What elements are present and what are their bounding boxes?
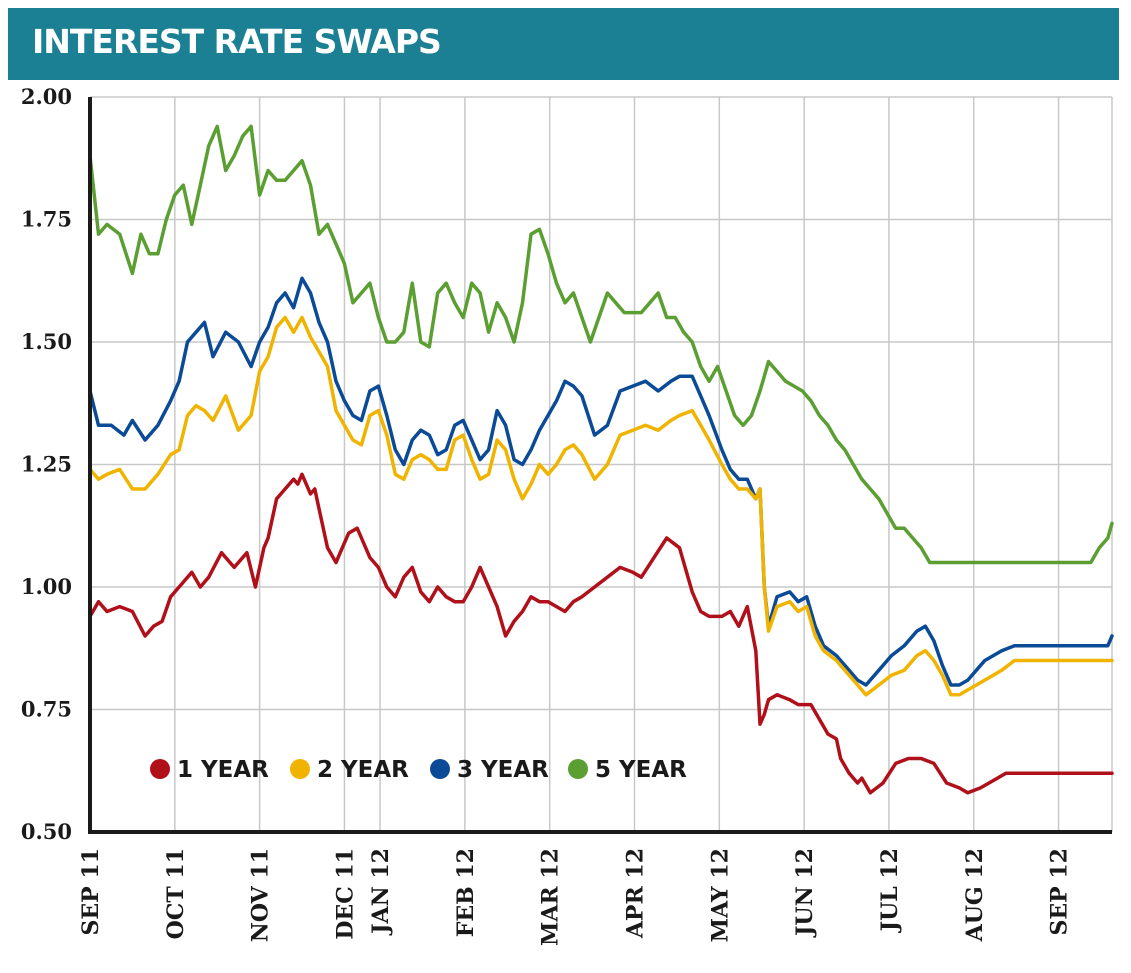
x-tick-label: FEB 12 [453, 848, 479, 937]
legend-label: 2 YEAR [317, 757, 409, 783]
chart-legend: 1 YEAR 2 YEAR 3 YEAR 5 YEAR [150, 757, 687, 783]
x-tick-label: JAN 12 [368, 848, 394, 936]
x-tick-label: OCT 11 [163, 848, 189, 939]
legend-label: 1 YEAR [177, 757, 269, 783]
x-tick-label: MAY 12 [707, 848, 733, 942]
y-tick-label: 2.00 [21, 84, 72, 109]
series-line-1-year [88, 472, 1114, 795]
x-tick-label: JUN 12 [792, 848, 818, 938]
y-tick-label: 1.25 [21, 452, 72, 477]
legend-label: 5 YEAR [595, 757, 687, 783]
x-gridlines [174, 97, 1113, 832]
y-axis-ticks: 0.50 0.75 1.00 1.25 1.50 1.75 2.00 [21, 84, 72, 844]
y-tick-label: 1.75 [21, 207, 72, 232]
legend-marker [290, 759, 310, 779]
x-tick-label: JUL 12 [877, 848, 903, 933]
chart-title: INTEREST RATE SWAPS [32, 22, 442, 61]
x-axis-ticks: SEP 11 OCT 11 NOV 11 DEC 11 JAN 12 FEB 12 MAR … [78, 848, 1073, 946]
y-tick-label: 0.75 [21, 697, 72, 722]
x-tick-label: APR 12 [623, 848, 649, 939]
x-tick-label: MAR 12 [538, 848, 564, 946]
x-tick-label: SEP 11 [78, 848, 104, 935]
series-line-5-year [88, 124, 1114, 565]
y-gridlines [90, 96, 1112, 711]
y-tick-label: 1.50 [21, 329, 72, 354]
x-tick-label: NOV 11 [248, 848, 274, 942]
series-line-3-year [88, 276, 1114, 687]
x-tick-label: DEC 11 [332, 848, 358, 940]
x-tick-label: SEP 12 [1047, 848, 1073, 935]
legend-label: 3 YEAR [457, 757, 549, 783]
legend-marker [430, 759, 450, 779]
y-tick-label: 1.00 [21, 574, 72, 599]
y-tick-label: 0.50 [21, 819, 72, 844]
legend-marker [150, 759, 170, 779]
series-line-2-year [88, 315, 1114, 697]
x-tick-label: AUG 12 [962, 848, 988, 942]
series-lines [88, 124, 1114, 795]
legend-marker [568, 759, 588, 779]
chart-title-bar: INTEREST RATE SWAPS [8, 8, 1119, 80]
